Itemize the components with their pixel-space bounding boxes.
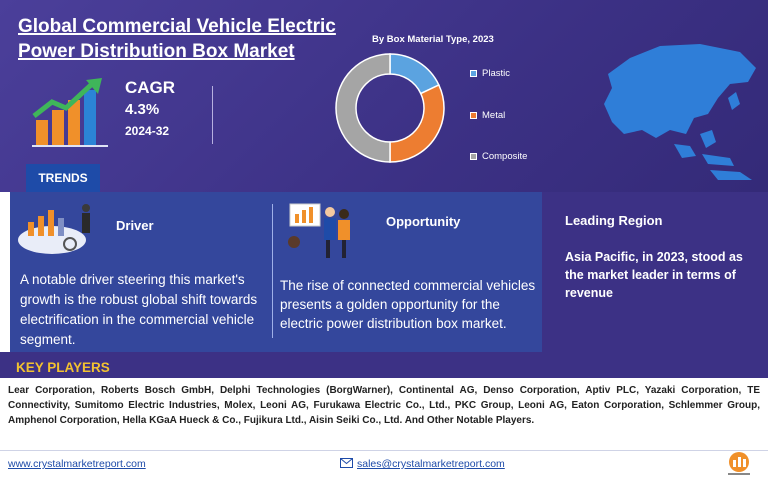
opportunity-illustration-icon (288, 203, 350, 258)
opportunity-text: The rise of connected commercial vehicle… (280, 278, 536, 331)
tab-trends[interactable]: TRENDS (26, 164, 100, 192)
donut-chart (335, 53, 445, 163)
cagr-value: 4.3% (125, 101, 160, 118)
legend-label: Composite (482, 151, 528, 162)
driver-label: Driver (116, 218, 154, 233)
pie-slice-composite (335, 53, 391, 163)
pie-slice-metal (389, 84, 445, 163)
key-players-header (0, 352, 768, 378)
legend-item-plastic: Plastic (470, 68, 510, 79)
legend-swatch (470, 70, 477, 77)
region-text: Asia Pacific, in 2023, stood as the mark… (565, 250, 743, 300)
key-players-heading: KEY PLAYERS (16, 360, 110, 375)
driver-text: A notable driver steering this market's … (20, 272, 258, 347)
bar-chart-growth-icon (32, 78, 108, 147)
footer (0, 450, 768, 478)
driver-illustration-icon (18, 204, 90, 254)
legend-item-composite: Composite (470, 151, 527, 162)
page-title: Global Commercial Vehicle Electric Power… (18, 16, 336, 62)
cagr-label: CAGR (125, 78, 176, 97)
legend-label: Metal (482, 110, 506, 121)
pie-slice-plastic (389, 53, 440, 95)
asia-map-icon (604, 44, 756, 180)
chart-title: By Box Material Type, 2023 (372, 34, 494, 45)
legend-swatch (470, 112, 477, 119)
trends-panel (10, 192, 542, 352)
region-title: Leading Region (565, 213, 663, 228)
key-players-list: Lear Corporation, Roberts Bosch GmbH, De… (8, 385, 760, 426)
opportunity-label: Opportunity (386, 214, 461, 229)
region-panel (542, 192, 768, 352)
legend-label: Plastic (482, 68, 510, 79)
mail-icon (340, 458, 353, 468)
cagr-period: 2024-32 (125, 124, 170, 138)
email-link[interactable]: sales@crystalmarketreport.com (357, 458, 505, 470)
company-logo-icon (728, 452, 750, 475)
legend-item-metal: Metal (470, 110, 505, 121)
legend-swatch (470, 153, 477, 160)
divider (272, 204, 273, 338)
website-link[interactable]: www.crystalmarketreport.com (8, 458, 146, 470)
divider (212, 86, 213, 144)
